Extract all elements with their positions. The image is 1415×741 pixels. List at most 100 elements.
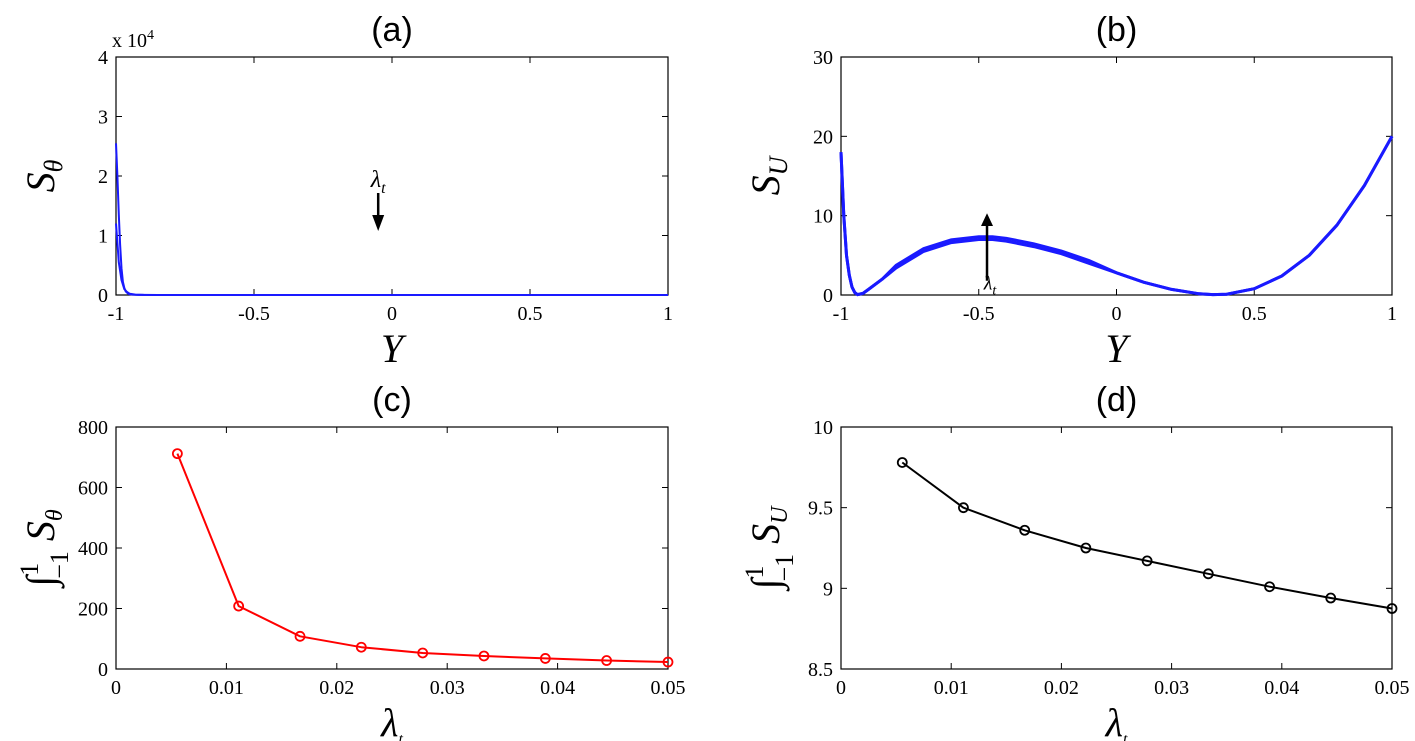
y-axis-label-integral: ∫ — [18, 573, 65, 590]
y-axis-label-lower: −1 — [770, 554, 799, 582]
y-tick-label: 600 — [78, 478, 108, 500]
y-axis-label: Sθ — [18, 159, 68, 192]
x-axis-label-main: Y — [381, 326, 407, 371]
x-axis-label-sub: t — [398, 731, 403, 741]
x-tick-label: 0 — [1112, 303, 1122, 325]
y-axis-label-main: S — [18, 521, 63, 541]
x-tick-label: 0.5 — [518, 303, 543, 325]
plot-frame — [115, 56, 669, 296]
y-exponent-base: x 10 — [112, 30, 147, 52]
plot-frame — [840, 56, 1393, 296]
annotation-sub: t — [381, 180, 386, 197]
y-axis-label-sub: U — [767, 505, 793, 524]
panel-a: -1 -0.5 0 0.5 1 0 1 2 3 4 (a) Y Sθ x 104 λt — [18, 11, 673, 371]
x-axis-label: Y — [381, 326, 407, 371]
x-tick-label: -0.5 — [238, 303, 270, 325]
data-point — [662, 656, 674, 668]
data-point — [1386, 603, 1398, 614]
y-tick-label: 3 — [98, 107, 108, 129]
x-tick-label: -1 — [833, 303, 850, 325]
y-tick-label: 10 — [813, 206, 833, 228]
series-line-1 — [115, 223, 668, 296]
x-tick-label: 0.03 — [1154, 677, 1189, 699]
data-point — [601, 655, 613, 666]
series-line-0 — [115, 143, 668, 296]
x-axis-label-main: λ — [1105, 700, 1123, 741]
panel-title: (a) — [371, 11, 413, 49]
data-point — [233, 600, 245, 612]
plot-frame — [115, 426, 669, 670]
x-tick-label: 0.02 — [319, 677, 354, 699]
panel-title: (b) — [1096, 11, 1138, 49]
y-axis-label: ∫1−1 SU — [740, 505, 799, 593]
y-axis-label-upper: 1 — [740, 566, 769, 579]
data-point — [417, 647, 429, 659]
y-tick-label: 9.5 — [808, 498, 833, 520]
y-tick-label: 0 — [98, 285, 108, 307]
y-tick-label: 10 — [813, 417, 833, 439]
x-tick-label: 1 — [663, 303, 673, 325]
panel-title: (c) — [372, 381, 412, 419]
data-point — [1080, 542, 1092, 554]
x-tick-label: 0.01 — [209, 677, 244, 699]
y-axis-label-main: S — [743, 175, 788, 195]
y-axis-label-sub: θ — [39, 159, 68, 172]
panel-title: (d) — [1096, 381, 1138, 419]
y-axis-label-sub: θ — [42, 509, 68, 521]
series-line-band — [839, 135, 1394, 297]
y-axis-label-sub: U — [764, 154, 793, 175]
plot-frame — [840, 426, 1393, 670]
x-axis-label: λt — [1105, 700, 1128, 741]
y-tick-label: 8.5 — [808, 659, 833, 681]
y-tick-label: 20 — [813, 126, 833, 148]
y-tick-label: 9 — [823, 578, 833, 600]
data-point — [1202, 568, 1214, 580]
x-tick-label: 0.5 — [1242, 303, 1267, 325]
x-axis-label: λt — [380, 700, 403, 741]
data-point — [1325, 592, 1337, 604]
x-axis-label-main: Y — [1105, 326, 1131, 371]
data-point — [171, 448, 183, 460]
x-tick-label: 0 — [836, 677, 846, 699]
data-point — [478, 650, 490, 662]
data-point — [1141, 555, 1153, 567]
annotation-lambda: λt — [983, 273, 998, 299]
arrow-head-up — [981, 213, 994, 226]
x-tick-label: 0.05 — [651, 677, 686, 699]
y-tick-label: 2 — [98, 166, 108, 188]
x-tick-label: 0.03 — [430, 677, 465, 699]
x-tick-label: 0.04 — [1264, 677, 1299, 699]
annotation-lambda: λt — [370, 167, 386, 197]
data-point — [1264, 581, 1275, 593]
y-axis-label-integral: ∫ — [743, 575, 790, 592]
x-tick-label: 0.05 — [1375, 677, 1410, 699]
annotation-sub: t — [992, 284, 997, 299]
x-tick-label: 0.01 — [934, 677, 969, 699]
y-tick-label: 1 — [98, 226, 108, 248]
y-axis-label-upper: 1 — [15, 563, 44, 576]
y-axis-label: SU — [743, 154, 793, 195]
y-tick-label: 0 — [823, 285, 833, 307]
x-tick-label: -0.5 — [963, 303, 995, 325]
data-point — [958, 502, 969, 514]
annotation-main: λ — [983, 273, 993, 295]
x-axis-label-main: λ — [380, 700, 398, 741]
data-point — [896, 457, 908, 468]
panel-d: 0 0.01 0.02 0.03 0.04 0.05 8.5 9 9.5 10 (d) λt ∫1−1 S… — [740, 381, 1410, 741]
data-point — [355, 641, 367, 653]
data-point — [539, 653, 551, 664]
x-tick-label: 0 — [387, 303, 397, 325]
panel-c: 0 0.01 0.02 0.03 0.04 0.05 0 200 400 600 800 (c) λt ∫… — [15, 381, 686, 741]
x-tick-label: 0.04 — [540, 677, 575, 699]
y-tick-label: 0 — [98, 659, 108, 681]
x-tick-label: 0 — [111, 677, 121, 699]
data-point — [1019, 524, 1031, 536]
series-line-0 — [901, 461, 1393, 610]
series-line-0 — [176, 453, 669, 663]
y-tick-label: 800 — [78, 417, 108, 439]
y-axis-label-lower: −1 — [45, 551, 74, 579]
arrow-head-down — [372, 215, 385, 231]
annotation-main: λ — [370, 167, 381, 193]
